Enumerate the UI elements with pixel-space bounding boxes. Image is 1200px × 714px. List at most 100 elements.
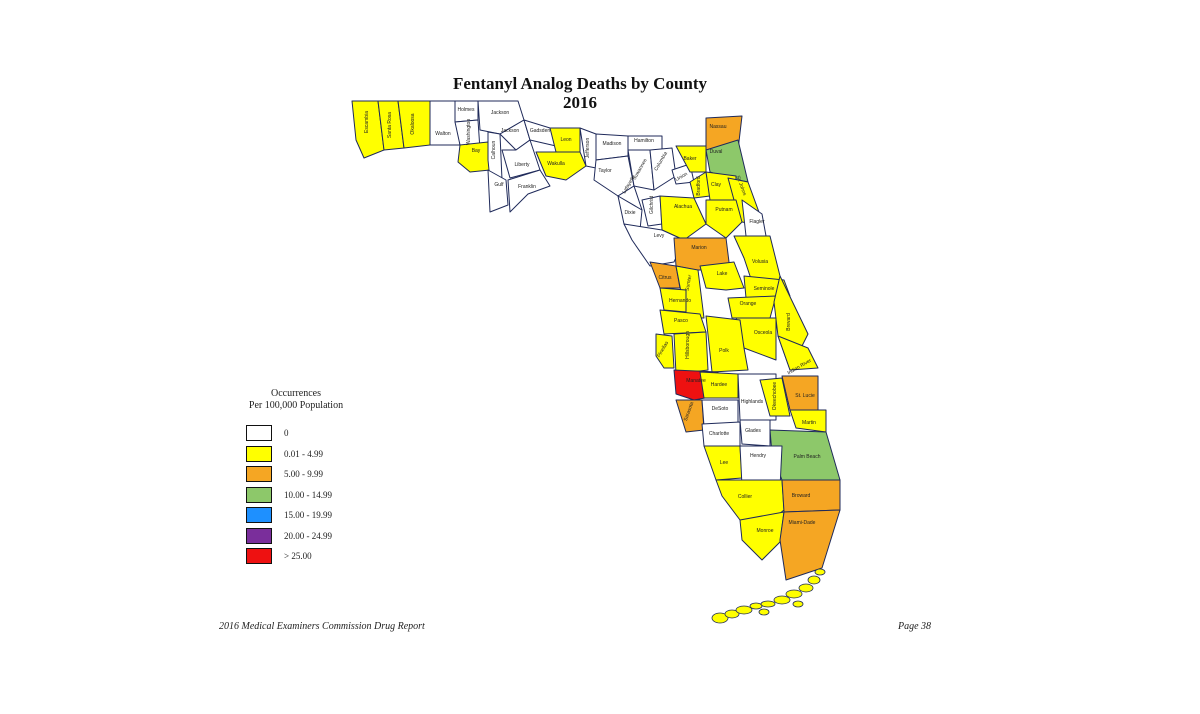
county-label: Seminole <box>754 286 775 292</box>
county-liberty <box>501 139 541 179</box>
map-subtitle-year: 2016 <box>563 93 597 112</box>
county-label: Baker <box>683 156 696 162</box>
legend-swatch <box>246 527 272 544</box>
county-label: Palm Beach <box>794 454 821 460</box>
county-wakulla <box>535 151 587 181</box>
county-label: Duval <box>710 149 723 155</box>
county-levy <box>623 223 685 267</box>
footer-report-name: 2016 Medical Examiners Commission Drug R… <box>219 621 425 632</box>
county-label: Okaloosa <box>410 113 416 134</box>
county-label: Bay <box>472 148 481 154</box>
county-label: Brevard <box>786 313 792 331</box>
county-label: Escambia <box>364 111 370 133</box>
county-label: Nassau <box>710 124 727 130</box>
county-orange <box>727 295 777 319</box>
county-label: Highlands <box>741 399 764 405</box>
legend-swatch <box>246 507 272 523</box>
county-label: Liberty <box>514 162 530 168</box>
county-putnam <box>705 199 743 239</box>
county-indian-river <box>777 335 819 371</box>
county-label: Flagler <box>749 219 765 225</box>
legend-label: 10.00 - 14.99 <box>284 489 332 500</box>
county-label: Hardee <box>711 382 728 388</box>
legend-swatch <box>246 548 272 564</box>
county-label: St. Lucie <box>795 393 815 399</box>
county-label: Sumter <box>685 274 694 291</box>
legend-title-line-1: Occurrences <box>271 388 321 399</box>
county-label: Osceola <box>754 330 773 336</box>
key-island <box>798 583 814 593</box>
county-hillsborough <box>673 331 709 375</box>
footer-page-number: Page 38 <box>898 621 932 632</box>
key-island <box>724 609 740 619</box>
county-label: Pasco <box>674 318 688 324</box>
county-label: Washington <box>466 119 472 145</box>
county-label: Franklin <box>518 184 536 190</box>
county-label: Union <box>674 171 689 183</box>
map-title: Fentanyl Analog Deaths by County <box>452 74 708 93</box>
key-island <box>735 605 753 615</box>
county-label: Marion <box>691 245 707 251</box>
county-label: Broward <box>792 493 811 499</box>
key-island <box>711 612 729 624</box>
county-label: Levy <box>654 233 665 239</box>
county-pinellas <box>655 333 675 369</box>
legend-item: 5.00 - 9.99 <box>246 466 323 482</box>
county-label: Monroe <box>757 528 774 534</box>
county-label: Okeechobee <box>772 382 778 411</box>
legend-title: Occurrences Per 100,000 Population <box>236 388 356 412</box>
county-label: Jackson <box>491 110 510 116</box>
county-label: Citrus <box>658 275 672 281</box>
county-label: Polk <box>719 348 729 354</box>
legend-item: 10.00 - 14.99 <box>246 486 332 503</box>
legend-title-line-2: Per 100,000 Population <box>248 400 344 411</box>
legend-item: > 25.00 <box>246 548 312 564</box>
legend-swatch <box>246 486 272 503</box>
key-island <box>773 595 791 605</box>
county-label: Walton <box>435 131 451 137</box>
legend-label: > 25.00 <box>284 551 312 561</box>
legend-swatch <box>246 466 272 482</box>
key-island <box>760 600 776 608</box>
county-label: Jackson <box>501 128 520 134</box>
key-island <box>792 600 804 608</box>
county-label: Hillsborough <box>685 331 691 359</box>
county-label: Bradford <box>696 176 702 195</box>
legend-label: 20.00 - 24.99 <box>284 530 332 541</box>
county-polk <box>705 315 749 373</box>
legend-swatch <box>246 445 272 462</box>
county-broward <box>781 479 841 513</box>
county-label: Martin <box>802 420 816 426</box>
county-label: Clay <box>711 182 722 188</box>
county-label: Holmes <box>458 107 475 113</box>
key-island <box>758 608 770 616</box>
county-hernando <box>659 287 687 313</box>
legend-label: 15.00 - 19.99 <box>284 510 332 520</box>
county-monroe <box>739 511 785 561</box>
county-label: Lake <box>717 271 728 277</box>
key-island <box>807 575 821 585</box>
county-label: Putnam <box>715 207 732 213</box>
county-miami-dade <box>779 509 841 581</box>
county-label: Glades <box>745 428 761 434</box>
key-island <box>785 589 803 599</box>
legend-label: 0 <box>284 428 289 438</box>
county-okeechobee <box>759 377 791 417</box>
county-label: Collier <box>738 494 753 500</box>
county-label: Leon <box>560 137 571 143</box>
county-label: Gulf <box>494 182 504 188</box>
legend-item: 20.00 - 24.99 <box>246 527 332 544</box>
county-alachua <box>659 195 707 241</box>
county-label: Dixie <box>624 210 635 216</box>
county-label: Taylor <box>598 168 612 174</box>
county-franklin <box>507 169 551 213</box>
county-label: Hendry <box>750 453 767 459</box>
county-gulf <box>487 169 509 213</box>
legend-swatch <box>246 425 272 441</box>
county-label: Wakulla <box>547 161 565 167</box>
legend-item: 0 <box>246 425 289 441</box>
key-island <box>749 602 763 610</box>
county-label: Hernando <box>669 298 691 304</box>
florida-keys <box>711 568 826 624</box>
county-label: Gadsden <box>530 128 551 134</box>
